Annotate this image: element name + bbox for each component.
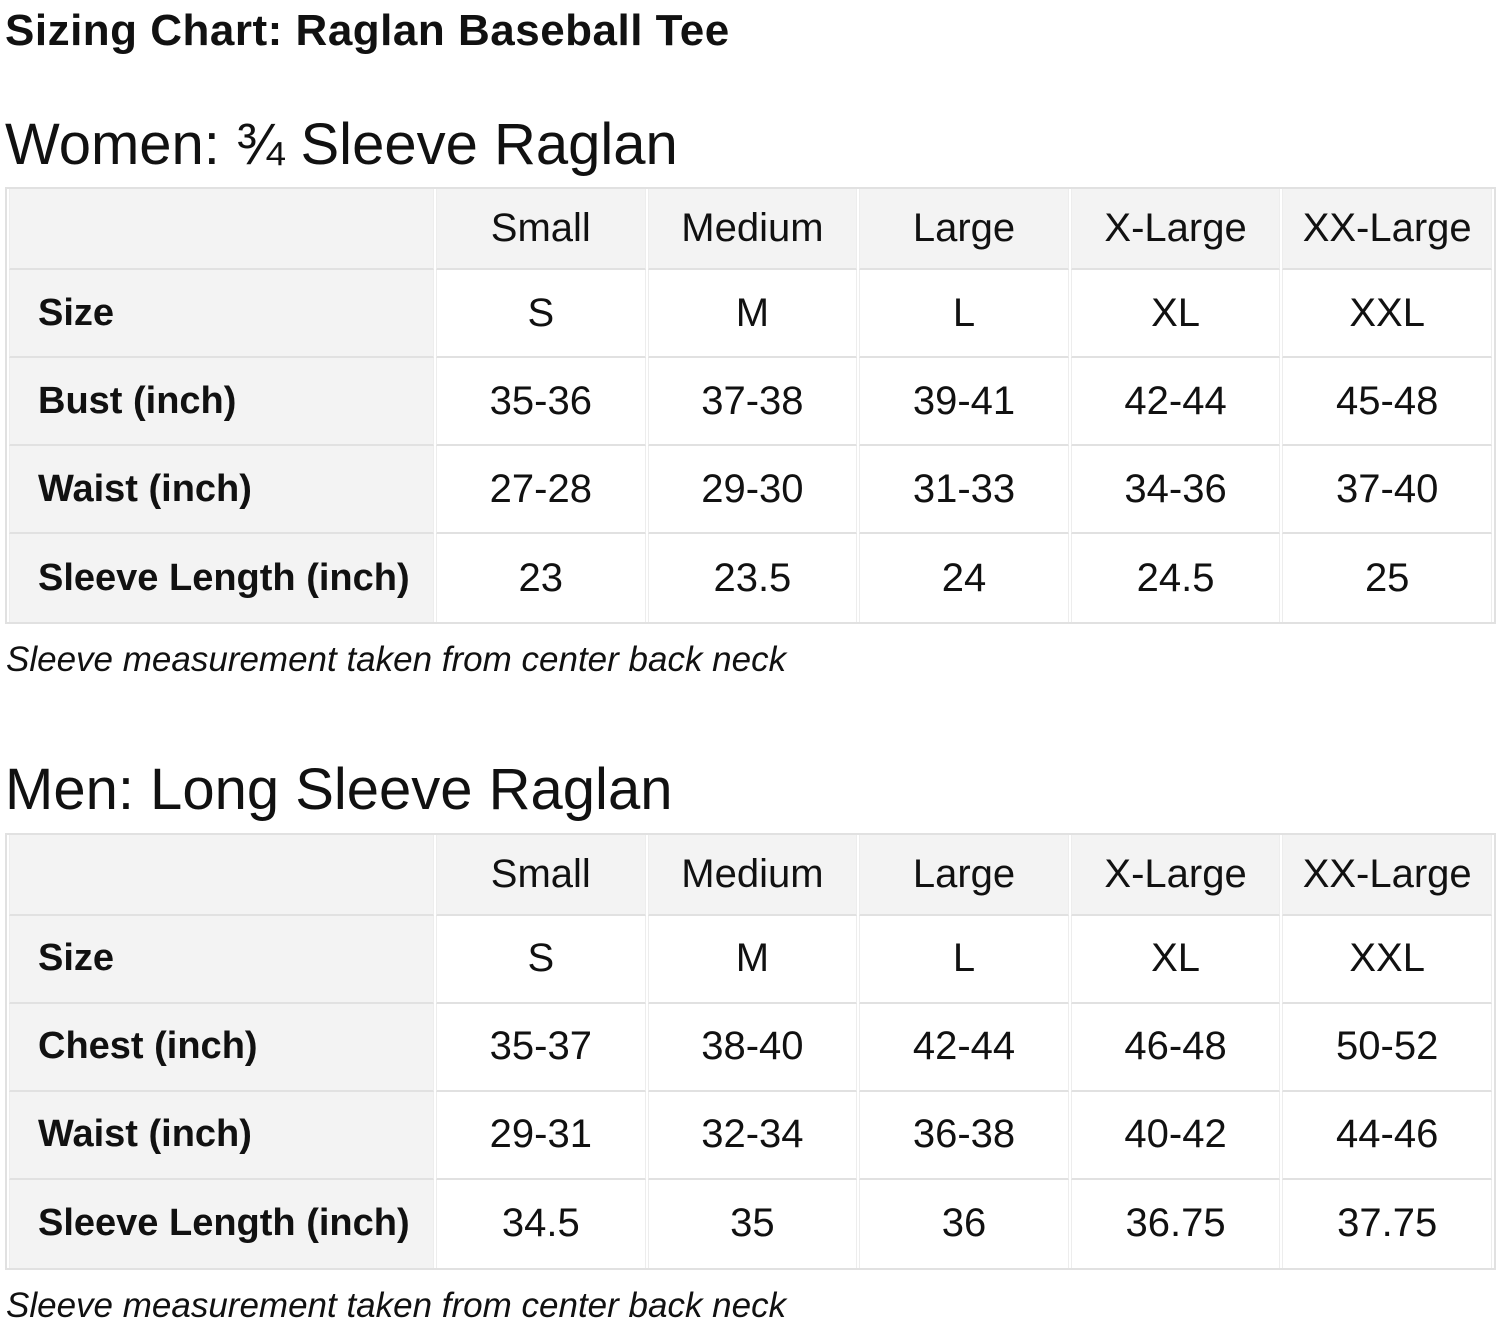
measurement-value-cell: 38-40 — [647, 1003, 858, 1092]
corner-header-cell — [9, 189, 434, 271]
row-label: Sleeve Length (inch) — [9, 534, 434, 623]
size-value-cell: M — [647, 270, 858, 359]
column-header-small: Small — [436, 189, 646, 271]
women-size-table: Small Medium Large X-Large XX-Large Size… — [5, 187, 1496, 625]
size-value-cell: XL — [1070, 270, 1281, 359]
measurement-value-cell: 35 — [647, 1179, 858, 1268]
measurement-value-cell: 36-38 — [859, 1091, 1069, 1180]
column-header-xx-large: XX-Large — [1282, 834, 1492, 916]
table-row-sleeve-length: Sleeve Length (inch) 23 23.5 24 24.5 25 — [9, 534, 1492, 623]
sleeve-measurement-note: Sleeve measurement taken from center bac… — [6, 640, 787, 680]
column-header-x-large: X-Large — [1070, 834, 1281, 916]
measurement-value-cell: 50-52 — [1282, 1003, 1492, 1092]
row-label: Waist (inch) — [9, 446, 434, 535]
measurement-value-cell: 37-38 — [647, 358, 858, 447]
measurement-value-cell: 23 — [436, 534, 646, 623]
measurement-value-cell: 29-31 — [436, 1091, 646, 1180]
corner-header-cell — [9, 834, 434, 916]
table-row-size: Size S M L XL XXL — [9, 270, 1492, 359]
measurement-value-cell: 35-36 — [436, 358, 646, 447]
measurement-value-cell: 45-48 — [1282, 358, 1492, 447]
row-label: Bust (inch) — [9, 358, 434, 447]
men-section-heading: Men: Long Sleeve Raglan — [5, 757, 673, 823]
women-header-row: Small Medium Large X-Large XX-Large — [9, 189, 1492, 271]
size-value-cell: XXL — [1282, 915, 1492, 1004]
table-row-waist: Waist (inch) 27-28 29-30 31-33 34-36 37-… — [9, 446, 1492, 535]
size-value-cell: S — [436, 915, 646, 1004]
measurement-value-cell: 34-36 — [1070, 446, 1281, 535]
measurement-value-cell: 31-33 — [859, 446, 1069, 535]
measurement-value-cell: 24 — [859, 534, 1069, 623]
table-row-sleeve-length: Sleeve Length (inch) 34.5 35 36 36.75 37… — [9, 1179, 1492, 1268]
measurement-value-cell: 24.5 — [1070, 534, 1281, 623]
measurement-value-cell: 23.5 — [647, 534, 858, 623]
measurement-value-cell: 32-34 — [647, 1091, 858, 1180]
measurement-value-cell: 37.75 — [1282, 1179, 1492, 1268]
column-header-medium: Medium — [647, 834, 858, 916]
table-row-chest: Chest (inch) 35-37 38-40 42-44 46-48 50-… — [9, 1003, 1492, 1092]
measurement-value-cell: 46-48 — [1070, 1003, 1281, 1092]
column-header-small: Small — [436, 834, 646, 916]
column-header-x-large: X-Large — [1070, 189, 1281, 271]
page-title: Sizing Chart: Raglan Baseball Tee — [5, 6, 730, 55]
column-header-large: Large — [859, 189, 1069, 271]
men-header-row: Small Medium Large X-Large XX-Large — [9, 834, 1492, 916]
section-men: Men: Long Sleeve Raglan Small Medium Lar… — [5, 757, 1496, 1327]
table-row-size: Size S M L XL XXL — [9, 915, 1492, 1004]
column-header-xx-large: XX-Large — [1282, 189, 1492, 271]
measurement-value-cell: 44-46 — [1282, 1091, 1492, 1180]
measurement-value-cell: 34.5 — [436, 1179, 646, 1268]
size-value-cell: S — [436, 270, 646, 359]
men-size-table: Small Medium Large X-Large XX-Large Size… — [5, 832, 1496, 1270]
section-women: Women: ¾ Sleeve Raglan Small Medium Larg… — [5, 112, 1496, 682]
women-section-heading: Women: ¾ Sleeve Raglan — [5, 111, 678, 177]
measurement-value-cell: 37-40 — [1282, 446, 1492, 535]
table-row-bust: Bust (inch) 35-36 37-38 39-41 42-44 45-4… — [9, 358, 1492, 447]
column-header-medium: Medium — [647, 189, 858, 271]
row-label: Size — [9, 270, 434, 359]
measurement-value-cell: 36.75 — [1070, 1179, 1281, 1268]
measurement-value-cell: 27-28 — [436, 446, 646, 535]
row-label: Chest (inch) — [9, 1003, 434, 1092]
row-label: Size — [9, 915, 434, 1004]
size-value-cell: XXL — [1282, 270, 1492, 359]
size-value-cell: M — [647, 915, 858, 1004]
size-value-cell: L — [859, 915, 1069, 1004]
row-label: Waist (inch) — [9, 1091, 434, 1180]
size-value-cell: L — [859, 270, 1069, 359]
size-value-cell: XL — [1070, 915, 1281, 1004]
measurement-value-cell: 42-44 — [1070, 358, 1281, 447]
measurement-value-cell: 29-30 — [647, 446, 858, 535]
column-header-large: Large — [859, 834, 1069, 916]
measurement-value-cell: 35-37 — [436, 1003, 646, 1092]
measurement-value-cell: 39-41 — [859, 358, 1069, 447]
measurement-value-cell: 42-44 — [859, 1003, 1069, 1092]
measurement-value-cell: 36 — [859, 1179, 1069, 1268]
measurement-value-cell: 25 — [1282, 534, 1492, 623]
table-row-waist: Waist (inch) 29-31 32-34 36-38 40-42 44-… — [9, 1091, 1492, 1180]
measurement-value-cell: 40-42 — [1070, 1091, 1281, 1180]
row-label: Sleeve Length (inch) — [9, 1179, 434, 1268]
sleeve-measurement-note: Sleeve measurement taken from center bac… — [6, 1285, 787, 1325]
